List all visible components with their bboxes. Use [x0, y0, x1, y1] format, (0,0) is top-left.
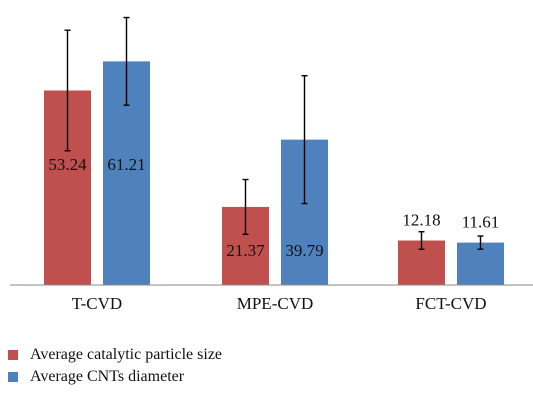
x-tick-labels-layer: T-CVD MPE-CVD FCT-CVD: [72, 294, 487, 313]
data-label-series1-t-cvd: 53.24: [48, 155, 87, 174]
data-label-series1-fct-cvd: 12.18: [402, 211, 440, 230]
error-bar-series2-fct-cvd: [477, 235, 484, 250]
error-bar-series2-mpe-cvd: [301, 75, 308, 205]
error-bar-series1-t-cvd: [64, 29, 71, 152]
data-label-series2-mpe-cvd: 39.79: [285, 241, 323, 260]
legend-label-catalytic-particle: Average catalytic particle size: [30, 346, 223, 363]
legend-swatch-cnt-diameter: [8, 372, 18, 382]
data-label-series1-mpe-cvd: 21.37: [226, 241, 265, 260]
legend-item-catalytic-particle: Average catalytic particle size: [8, 346, 222, 364]
error-bar-series2-t-cvd: [123, 16, 130, 106]
x-tick-label-t-cvd: T-CVD: [72, 294, 122, 313]
data-label-series2-fct-cvd: 11.61: [462, 213, 500, 232]
error-bar-series1-mpe-cvd: [242, 178, 249, 236]
data-labels-layer: 53.24 21.37 12.18 61.21 39.79 11.61: [48, 155, 499, 260]
legend-swatch-catalytic-particle: [8, 350, 18, 360]
data-label-series2-t-cvd: 61.21: [107, 155, 145, 174]
error-bars-layer: [64, 16, 484, 250]
x-tick-label-mpe-cvd: MPE-CVD: [237, 294, 314, 313]
legend-item-cnt-diameter: Average CNTs diameter: [8, 368, 222, 386]
error-bar-series1-fct-cvd: [418, 231, 425, 250]
legend: Average catalytic particle size Average …: [8, 346, 222, 390]
legend-label-cnt-diameter: Average CNTs diameter: [30, 368, 185, 385]
x-tick-label-fct-cvd: FCT-CVD: [415, 294, 486, 313]
bar-chart: 53.24 21.37 12.18 61.21 39.79 11.61 T-CVD MPE-…: [10, 16, 533, 313]
